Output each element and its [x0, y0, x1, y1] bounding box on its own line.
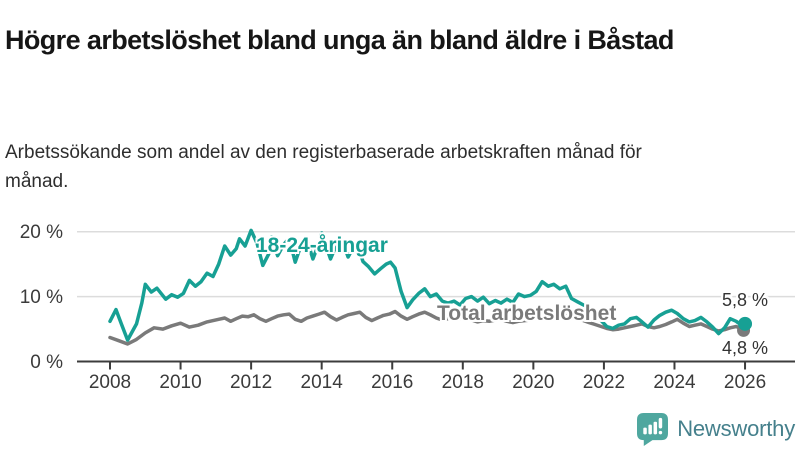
x-axis-label: 2024	[653, 372, 696, 393]
y-axis-label: 10 %	[20, 287, 63, 308]
newsworthy-wordmark: Newsworthy	[677, 416, 795, 441]
end-value-label-total: 4,8 %	[721, 338, 768, 358]
page-title: Högre arbetslöshet bland unga än bland ä…	[5, 25, 674, 56]
series-label-total: Total arbetslöshet	[437, 302, 617, 325]
x-axis-label: 2016	[371, 372, 413, 393]
newsworthy-logo: Newsworthy	[637, 412, 795, 446]
series-line-total-arbetslöshet	[108, 309, 747, 346]
x-axis-label: 2008	[89, 372, 131, 393]
x-axis-label: 2010	[159, 372, 201, 393]
x-axis-label: 2026	[724, 372, 766, 393]
y-axis-label: 20 %	[20, 222, 63, 243]
x-axis-label: 2022	[583, 372, 625, 393]
newsworthy-chart-bubble-icon	[637, 412, 669, 446]
end-dot	[738, 316, 753, 331]
x-axis-label: 2020	[512, 372, 554, 393]
series-line-18-24-åringar	[108, 228, 747, 342]
series-label-18-24: 18-24-åringar	[256, 234, 388, 257]
chart-subtitle: Arbetssökande som andel av den registerb…	[5, 142, 642, 193]
y-axis-label: 0 %	[30, 352, 63, 373]
end-value-label-18-24: 5,8 %	[721, 290, 768, 310]
x-axis-label: 2018	[442, 372, 484, 393]
x-axis-label: 2012	[230, 372, 272, 393]
x-axis-label: 2014	[301, 372, 344, 393]
